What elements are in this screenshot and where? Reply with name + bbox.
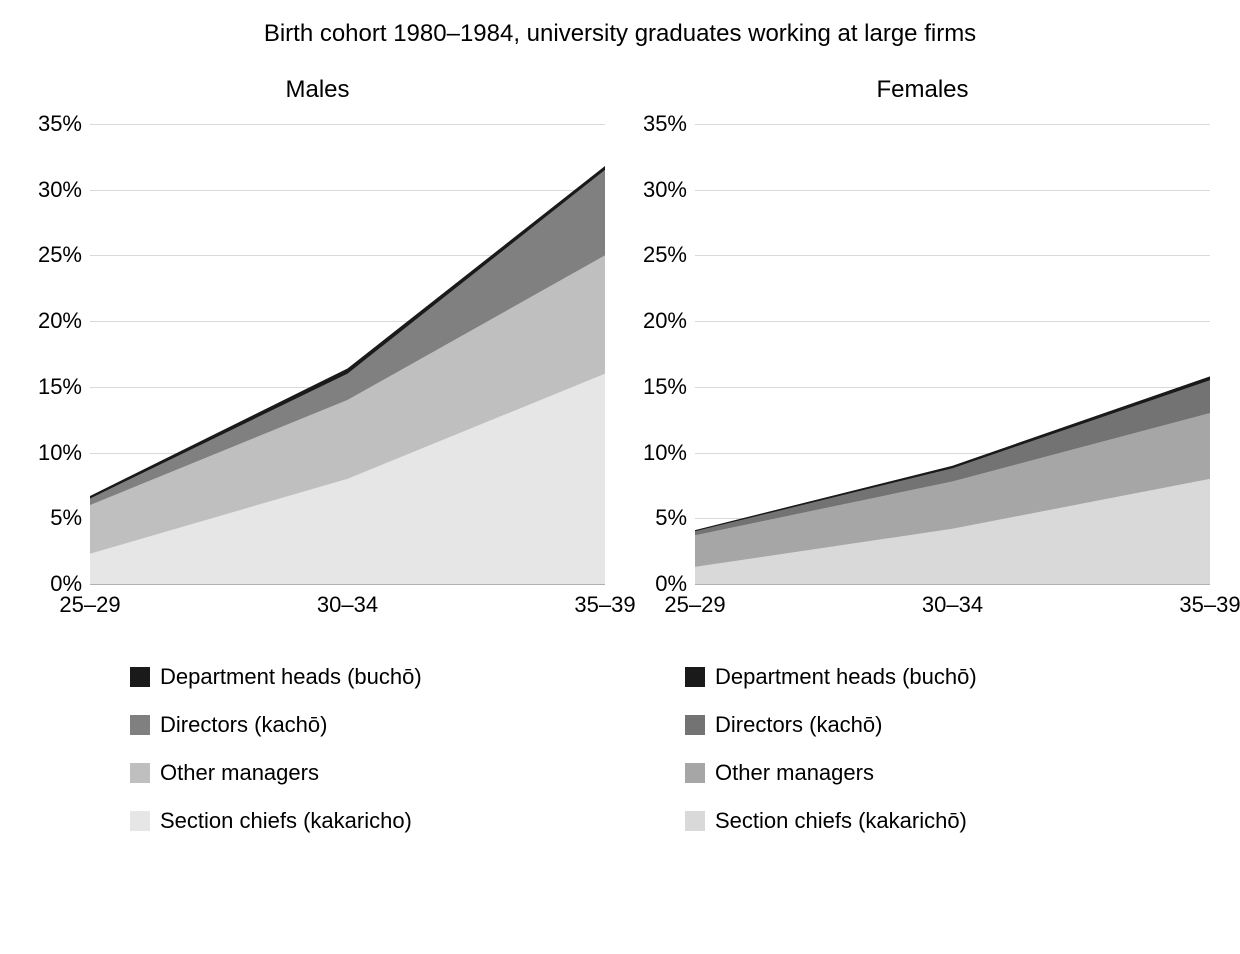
plot-area bbox=[695, 124, 1210, 584]
legend-label: Section chiefs (kakaricho) bbox=[160, 808, 412, 834]
plot-area bbox=[90, 124, 605, 584]
legend-label: Directors (kachō) bbox=[715, 712, 882, 738]
y-axis: 0%5%10%15%20%25%30%35% bbox=[30, 124, 90, 584]
legend-item: Other managers bbox=[130, 760, 655, 786]
y-axis: 0%5%10%15%20%25%30%35% bbox=[635, 124, 695, 584]
legend-label: Department heads (buchō) bbox=[715, 664, 977, 690]
legend-label: Other managers bbox=[160, 760, 319, 786]
chart-males: 0%5%10%15%20%25%30%35%25–2930–3435–39 bbox=[30, 124, 605, 624]
panel-females: Females 0%5%10%15%20%25%30%35%25–2930–34… bbox=[635, 76, 1210, 624]
y-tick-label: 25% bbox=[38, 242, 82, 268]
panel-males: Males 0%5%10%15%20%25%30%35%25–2930–3435… bbox=[30, 76, 605, 624]
y-tick-label: 35% bbox=[38, 111, 82, 137]
legend-swatch bbox=[685, 763, 705, 783]
x-axis: 25–2930–3435–39 bbox=[695, 584, 1210, 624]
chart-females: 0%5%10%15%20%25%30%35%25–2930–3435–39 bbox=[635, 124, 1210, 624]
legends-row: Department heads (buchō) Directors (kachō… bbox=[30, 664, 1210, 834]
legend-swatch bbox=[685, 811, 705, 831]
legend-females: Department heads (buchō) Directors (kachō… bbox=[685, 664, 1210, 834]
y-tick-label: 35% bbox=[643, 111, 687, 137]
legend-label: Department heads (buchō) bbox=[160, 664, 422, 690]
legend-males: Department heads (buchō) Directors (kachō… bbox=[130, 664, 655, 834]
panel-title-males: Males bbox=[285, 76, 349, 104]
y-tick-label: 15% bbox=[643, 374, 687, 400]
legend-swatch bbox=[685, 715, 705, 735]
x-axis: 25–2930–3435–39 bbox=[90, 584, 605, 624]
legend-item: Department heads (buchō) bbox=[130, 664, 655, 690]
legend-item: Other managers bbox=[685, 760, 1210, 786]
charts-row: Males 0%5%10%15%20%25%30%35%25–2930–3435… bbox=[30, 76, 1210, 624]
legend-label: Directors (kachō) bbox=[160, 712, 327, 738]
legend-item: Section chiefs (kakaricho) bbox=[130, 808, 655, 834]
legend-swatch bbox=[130, 811, 150, 831]
chart-main-title: Birth cohort 1980–1984, university gradu… bbox=[30, 20, 1210, 48]
y-tick-label: 10% bbox=[38, 440, 82, 466]
legend-item: Section chiefs (kakarichō) bbox=[685, 808, 1210, 834]
legend-swatch bbox=[130, 763, 150, 783]
x-tick-label: 30–34 bbox=[317, 592, 378, 618]
legend-swatch bbox=[685, 667, 705, 687]
legend-swatch bbox=[130, 667, 150, 687]
y-tick-label: 5% bbox=[50, 505, 82, 531]
y-tick-label: 25% bbox=[643, 242, 687, 268]
y-tick-label: 5% bbox=[655, 505, 687, 531]
x-tick-label: 25–29 bbox=[664, 592, 725, 618]
x-tick-label: 35–39 bbox=[574, 592, 635, 618]
legend-label: Section chiefs (kakarichō) bbox=[715, 808, 967, 834]
legend-item: Department heads (buchō) bbox=[685, 664, 1210, 690]
y-tick-label: 20% bbox=[38, 308, 82, 334]
y-tick-label: 10% bbox=[643, 440, 687, 466]
y-tick-label: 30% bbox=[643, 177, 687, 203]
x-tick-label: 35–39 bbox=[1179, 592, 1240, 618]
legend-label: Other managers bbox=[715, 760, 874, 786]
legend-item: Directors (kachō) bbox=[685, 712, 1210, 738]
x-tick-label: 30–34 bbox=[922, 592, 983, 618]
legend-item: Directors (kachō) bbox=[130, 712, 655, 738]
y-tick-label: 15% bbox=[38, 374, 82, 400]
legend-swatch bbox=[130, 715, 150, 735]
y-tick-label: 30% bbox=[38, 177, 82, 203]
panel-title-females: Females bbox=[876, 76, 968, 104]
y-tick-label: 20% bbox=[643, 308, 687, 334]
x-tick-label: 25–29 bbox=[59, 592, 120, 618]
